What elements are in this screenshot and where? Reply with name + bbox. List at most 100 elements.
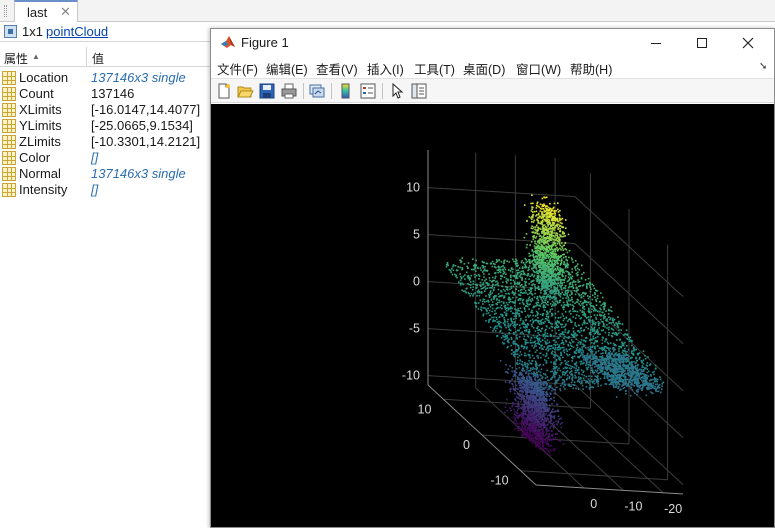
open-file-icon[interactable] bbox=[236, 82, 254, 100]
menu-window[interactable]: 窗口(W) bbox=[516, 63, 562, 77]
point bbox=[515, 331, 517, 333]
property-row-xlimits[interactable]: XLimits [-16.0147,14.4077] bbox=[0, 102, 230, 118]
point bbox=[552, 408, 554, 410]
point bbox=[627, 364, 629, 367]
point bbox=[519, 285, 522, 287]
property-value[interactable]: [] bbox=[91, 182, 99, 197]
save-icon[interactable] bbox=[258, 82, 276, 100]
point bbox=[589, 281, 591, 284]
point bbox=[579, 300, 582, 303]
point bbox=[463, 263, 466, 265]
property-row-zlimits[interactable]: ZLimits [-10.3301,14.2121] bbox=[0, 134, 230, 150]
point bbox=[541, 415, 544, 418]
point bbox=[603, 347, 605, 349]
point bbox=[536, 441, 539, 443]
point bbox=[567, 344, 570, 347]
property-value[interactable]: 137146x3 single bbox=[91, 166, 186, 181]
point bbox=[545, 413, 547, 415]
figure-canvas[interactable]: -20 -10 0 -10 0 10 -10 -5 0 5 10 bbox=[211, 104, 774, 527]
variable-class-link[interactable]: pointCloud bbox=[46, 24, 109, 39]
maximize-button[interactable] bbox=[679, 29, 725, 56]
point bbox=[520, 377, 522, 379]
point bbox=[534, 377, 536, 379]
property-value[interactable]: [] bbox=[91, 150, 99, 165]
minimize-button[interactable] bbox=[633, 29, 679, 56]
menu-view[interactable]: 查看(V) bbox=[316, 63, 358, 77]
point bbox=[558, 291, 560, 293]
point bbox=[554, 363, 557, 365]
dock-arrow-icon[interactable]: ➘ bbox=[759, 61, 768, 72]
point bbox=[524, 420, 526, 423]
close-icon[interactable]: ✕ bbox=[60, 4, 71, 19]
point bbox=[559, 423, 562, 425]
property-row-ylimits[interactable]: YLimits [-25.0665,9.1534] bbox=[0, 118, 230, 134]
property-row-normal[interactable]: Normal 137146x3 single bbox=[0, 166, 230, 182]
point bbox=[553, 415, 555, 418]
point bbox=[542, 314, 544, 317]
menu-help[interactable]: 帮助(H) bbox=[570, 63, 613, 77]
column-header-property[interactable]: 属性 bbox=[4, 52, 29, 66]
property-row-color[interactable]: Color[] bbox=[0, 150, 230, 166]
tab-grip-handle[interactable] bbox=[4, 5, 7, 17]
point bbox=[602, 317, 605, 320]
point bbox=[537, 410, 540, 413]
point bbox=[528, 354, 530, 357]
point bbox=[547, 345, 549, 347]
point bbox=[604, 340, 606, 343]
point bbox=[540, 208, 543, 210]
point bbox=[599, 377, 602, 380]
legend-icon[interactable] bbox=[359, 82, 377, 100]
point bbox=[522, 398, 525, 400]
point bbox=[515, 368, 518, 370]
point bbox=[567, 354, 569, 357]
point bbox=[490, 298, 493, 301]
point bbox=[544, 289, 547, 292]
menu-file[interactable]: 文件(F) bbox=[217, 63, 258, 77]
point bbox=[611, 335, 614, 338]
property-row-intensity[interactable]: Intensity [] bbox=[0, 182, 230, 198]
point bbox=[558, 320, 560, 323]
point bbox=[446, 262, 449, 264]
point bbox=[477, 267, 479, 270]
menu-desktop[interactable]: 桌面(D) bbox=[463, 63, 506, 77]
point bbox=[520, 344, 523, 347]
point bbox=[529, 423, 531, 426]
point bbox=[544, 278, 547, 281]
property-value[interactable]: 137146x3 single bbox=[91, 70, 186, 85]
tab-last[interactable]: last ✕ bbox=[14, 0, 78, 23]
point bbox=[541, 301, 544, 303]
point bbox=[572, 346, 575, 349]
point bbox=[571, 285, 574, 287]
point bbox=[635, 348, 637, 351]
point bbox=[514, 260, 517, 263]
menu-insert[interactable]: 插入(I) bbox=[367, 63, 404, 77]
menu-edit[interactable]: 编辑(E) bbox=[266, 63, 308, 77]
point bbox=[539, 399, 542, 401]
point bbox=[611, 328, 613, 330]
edit-plot-arrow-icon[interactable] bbox=[388, 82, 406, 100]
point bbox=[560, 351, 562, 354]
colorbar-icon[interactable] bbox=[337, 82, 355, 100]
property-inspector-icon[interactable] bbox=[410, 82, 428, 100]
new-figure-icon[interactable] bbox=[215, 82, 233, 100]
menu-tools[interactable]: 工具(T) bbox=[414, 63, 455, 77]
print-icon[interactable] bbox=[280, 82, 298, 100]
point bbox=[532, 206, 534, 209]
point bbox=[532, 216, 534, 219]
point bbox=[476, 294, 478, 297]
property-row-count[interactable]: Count 137146 bbox=[0, 86, 230, 102]
property-row-location[interactable]: Location 137146x3 single bbox=[0, 70, 230, 86]
point bbox=[595, 318, 598, 320]
point bbox=[538, 370, 540, 372]
point bbox=[537, 375, 539, 377]
link-plot-icon[interactable] bbox=[308, 82, 326, 100]
point bbox=[543, 214, 546, 216]
column-header-value[interactable]: 值 bbox=[92, 52, 105, 66]
point bbox=[507, 339, 509, 342]
close-window-button[interactable] bbox=[725, 29, 771, 56]
point bbox=[533, 385, 536, 388]
column-resize-handle[interactable] bbox=[86, 47, 87, 67]
figure-titlebar[interactable]: Figure 1 bbox=[211, 29, 774, 56]
property-name: Intensity bbox=[19, 182, 68, 197]
